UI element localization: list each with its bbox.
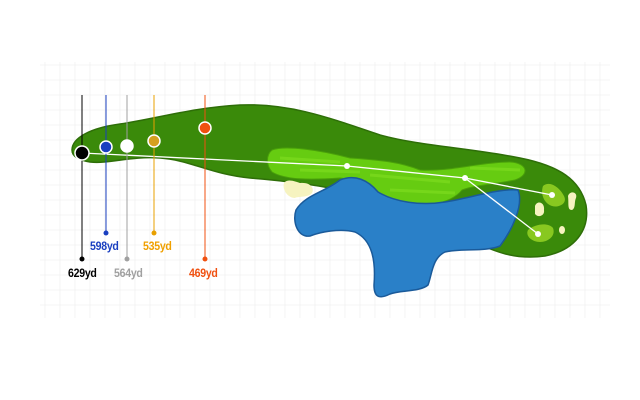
tee-black[interactable] <box>74 145 90 161</box>
tee-gold[interactable] <box>147 134 161 148</box>
pin-point[interactable] <box>535 231 541 237</box>
sand-bunker <box>283 180 313 198</box>
route-point[interactable] <box>344 163 350 169</box>
tee-marker-dot <box>124 256 130 262</box>
tee-blue[interactable] <box>99 140 113 154</box>
tee-label-blue: 598yd <box>90 239 119 253</box>
pin-point[interactable] <box>549 192 555 198</box>
tee-label-gold: 535yd <box>143 239 172 253</box>
sand-bunker <box>559 226 565 234</box>
route-line-main <box>81 152 553 196</box>
tee-label-white: 564yd <box>114 266 143 280</box>
sand-bunker <box>568 192 577 210</box>
water-hazard <box>294 176 521 298</box>
tee-label-black: 629yd <box>68 266 97 280</box>
shot-route <box>81 152 553 235</box>
tee-marker-dot <box>103 230 109 236</box>
route-point[interactable] <box>462 175 468 181</box>
sand-bunker <box>535 202 545 217</box>
tee-marker-dot <box>79 256 85 262</box>
route-line-alt <box>464 177 539 235</box>
tee-red[interactable] <box>198 121 212 135</box>
tee-marker-dot <box>151 230 157 236</box>
tee-white[interactable] <box>120 139 134 153</box>
tee-marker-dot <box>202 256 208 262</box>
fairway-stripes <box>279 156 521 195</box>
tee-label-red: 469yd <box>189 266 218 280</box>
